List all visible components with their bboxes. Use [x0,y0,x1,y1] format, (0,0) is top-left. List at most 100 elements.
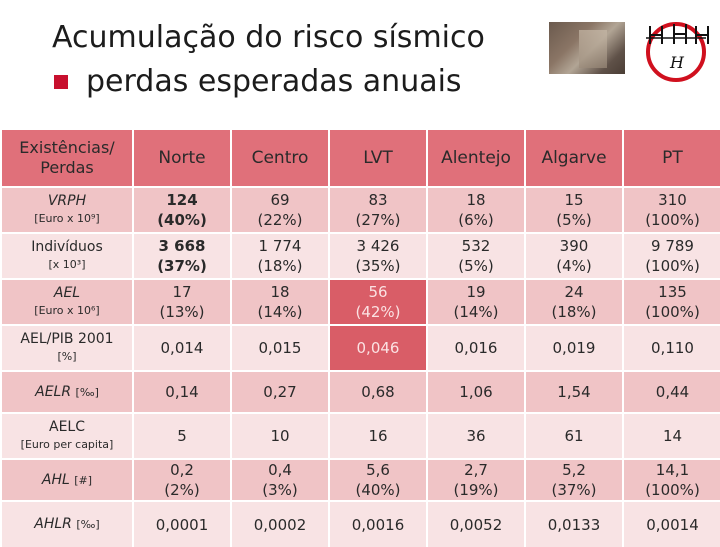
table-cell: 0,0002 [230,500,329,547]
cell-value: 1 774 [258,237,302,255]
table-cell: 17 (13%) [132,278,231,325]
table-cell: 5,2 (37%) [524,458,623,501]
cell-value: 0,0052 [449,515,503,534]
row-label-text: AELR [35,383,72,400]
cell-percent: (18%) [551,303,597,321]
row-label-text: AEL [53,285,81,301]
table-cell: 390 (4%) [524,232,623,279]
table-row: Indivíduos [x 10³] 3 668 (37%) 1 774 (18%) 3 4… [0,232,720,279]
cell-value: 1,06 [459,383,493,401]
cell-value: 0,019 [552,339,596,357]
cell-value: 5 [177,427,187,445]
table-cell: 14,1 (100%) [622,458,720,501]
table-cell: 19 (14%) [426,278,525,325]
cell-value: 0,046 [356,339,400,357]
cell-value: 310 [658,191,687,209]
table-cell: 0,0001 [132,500,231,547]
table-cell: 0,0016 [328,500,427,547]
table-cell: 1,54 [524,370,623,413]
table-cell: 0,0052 [426,500,525,547]
cell-value: 0,0001 [155,515,209,534]
col-header-alentejo: Alentejo [426,128,525,187]
cell-value: 0,016 [454,339,498,357]
cell-value: 0,14 [165,383,199,401]
table-cell: 0,0133 [524,500,623,547]
table-cell: 14 [622,412,720,459]
cell-value: 0,0016 [351,515,405,534]
cell-value: 0,0014 [646,515,699,534]
table-row: AHL [#] 0,2 (2%) 0,4 (3%) 5,6 (40%) 2,7 (19%) 5,2… [0,458,720,501]
cell-value: 2,7 [464,461,488,479]
table-cell: 0,046 [328,324,427,371]
cell-value: 390 [559,237,589,255]
cell-percent: (100%) [645,303,700,321]
cell-value: 532 [461,237,491,255]
table-cell: 18 (6%) [426,186,525,233]
cell-value: 24 [564,283,584,301]
table-cell: 5 [132,412,231,459]
cell-value: 14,1 [655,461,690,479]
row-unit: [Euro x 10⁶] [34,304,100,317]
table-cell: 124 (40%) [132,186,231,233]
col-header-pt: PT [622,128,720,187]
cell-value: 10 [270,427,290,445]
col-header-centro: Centro [230,128,329,187]
table-cell: 69 (22%) [230,186,329,233]
building-photo [549,22,625,74]
table-cell: 135 (100%) [622,278,720,325]
cell-percent: (5%) [556,211,592,229]
cell-percent: (18%) [257,257,303,275]
cell-percent: (2%) [164,481,200,499]
table-cell: 0,0014 [622,500,720,547]
table-cell: 61 [524,412,623,459]
table-cell: 0,14 [132,370,231,413]
cell-value: 15 [564,191,584,209]
cell-value: 14 [662,427,683,445]
table-row: AELC [Euro per capita] 5 10 16 36 61 14 [0,412,720,459]
cell-percent: (40%) [355,481,401,499]
cell-value: 1,54 [557,383,591,401]
svg-text:H: H [669,53,685,72]
cell-value: 5,2 [562,461,586,479]
row-unit: [Euro per capita] [20,438,114,451]
col-header-norte: Norte [132,128,231,187]
cell-percent: (100%) [645,481,700,499]
cell-value: 0,68 [361,383,395,401]
corner-header-line1: Existências/ [19,138,115,157]
table-row: VRPH [Euro x 10⁹] 124 (40%) 69 (22%) 83 (27%) 18… [0,186,720,233]
table-cell: 3 426 (35%) [328,232,427,279]
cell-percent: (100%) [645,257,700,275]
cell-value: 18 [270,283,290,301]
table-cell: 532 (5%) [426,232,525,279]
table-cell: 18 (14%) [230,278,329,325]
cell-value: 124 [166,191,198,209]
cell-percent: (3%) [262,481,298,499]
page-title: Acumulação do risco sísmico [52,20,485,55]
cell-value: 5,6 [366,461,390,479]
page-subtitle: perdas esperadas anuais [52,64,462,100]
row-label-text: VRPH [47,193,87,209]
table-cell: 0,44 [622,370,720,413]
cell-value: 61 [564,427,584,445]
table-header-row: Existências/ Perdas Norte Centro LVT Ale… [0,128,720,187]
table-cell: 16 [328,412,427,459]
table-cell: 10 [230,412,329,459]
table-cell: 1 774 (18%) [230,232,329,279]
cell-value: 0,015 [258,339,302,357]
row-label: VRPH [Euro x 10⁹] [0,186,133,233]
cell-percent: (22%) [257,211,303,229]
table-cell: 2,7 (19%) [426,458,525,501]
table-cell: 0,014 [132,324,231,371]
cell-value: 0,0133 [547,515,601,534]
table-cell: 36 [426,412,525,459]
cell-value: 17 [172,283,192,301]
cell-value: 69 [270,191,290,209]
cell-value: 135 [658,283,687,301]
row-label: AHLR [‰] [0,500,133,547]
row-unit: [x 10³] [48,258,86,271]
table-cell: 0,110 [622,324,720,371]
cell-percent: (6%) [458,211,494,229]
cell-value: 3 668 [158,237,206,255]
cell-percent: (37%) [551,481,597,499]
col-header-lvt: LVT [328,128,427,187]
